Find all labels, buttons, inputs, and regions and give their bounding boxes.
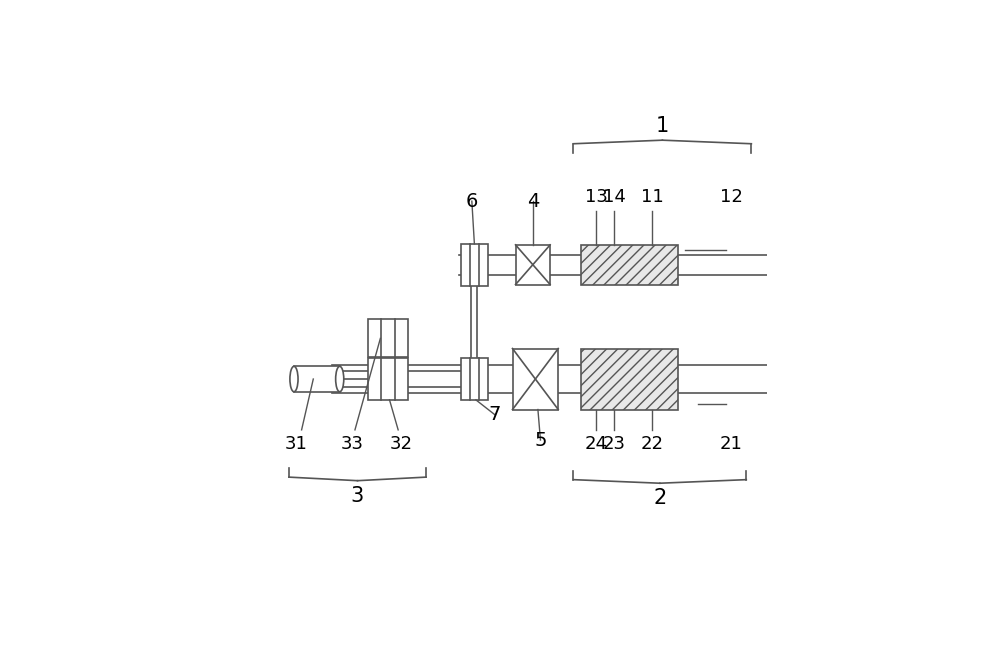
Text: 4: 4 — [527, 191, 539, 211]
Text: 12: 12 — [720, 188, 742, 206]
Bar — [461, 244, 488, 286]
Text: 32: 32 — [389, 435, 412, 453]
Bar — [516, 245, 550, 284]
Text: 31: 31 — [285, 435, 308, 453]
Text: 22: 22 — [641, 435, 664, 453]
Bar — [461, 358, 488, 400]
Text: 11: 11 — [641, 188, 664, 206]
Text: 6: 6 — [466, 191, 478, 211]
Bar — [581, 245, 678, 284]
Text: 5: 5 — [534, 430, 547, 449]
Ellipse shape — [336, 366, 344, 392]
Text: 24: 24 — [585, 435, 608, 453]
Text: 13: 13 — [585, 188, 608, 206]
Text: 2: 2 — [653, 488, 667, 508]
Ellipse shape — [290, 366, 298, 392]
Text: 7: 7 — [489, 405, 501, 424]
Text: 3: 3 — [351, 486, 364, 506]
Bar — [294, 366, 340, 392]
Bar — [581, 348, 678, 409]
Text: 23: 23 — [603, 435, 626, 453]
Text: 14: 14 — [603, 188, 626, 206]
Bar — [368, 319, 408, 358]
Text: 33: 33 — [341, 435, 364, 453]
Text: 1: 1 — [656, 116, 669, 136]
Text: 21: 21 — [720, 435, 742, 453]
Bar — [512, 348, 558, 409]
Bar — [368, 358, 408, 400]
